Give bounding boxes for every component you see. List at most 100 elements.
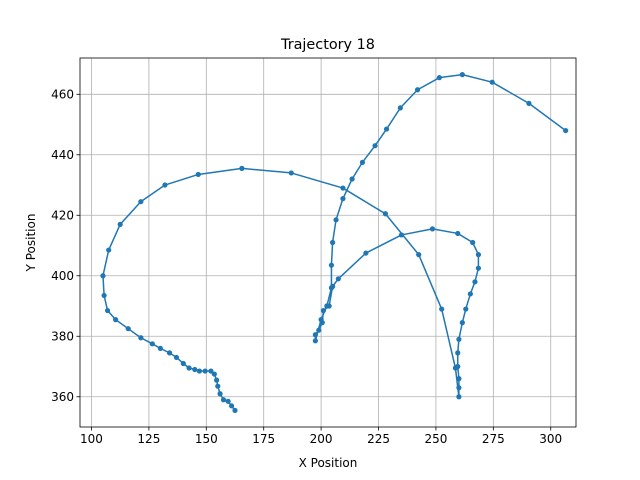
trajectory-point [335, 276, 341, 282]
trajectory-point [416, 252, 422, 258]
x-tick-label: 175 [252, 432, 275, 446]
x-tick-label: 275 [482, 432, 505, 446]
trajectory-point [162, 182, 168, 188]
trajectory-point [459, 320, 465, 326]
trajectory-point [215, 383, 221, 389]
x-tick-label: 125 [137, 432, 160, 446]
trajectory-point [166, 350, 173, 356]
trajectory-point [195, 171, 201, 178]
trajectory-point [316, 327, 322, 333]
trajectory-point [455, 350, 461, 356]
trajectory-point [225, 398, 231, 404]
grid-lines [80, 58, 576, 427]
trajectory-point [104, 307, 111, 314]
trajectory-point [214, 377, 220, 383]
x-tick-label: 250 [424, 432, 447, 446]
trajectory-point [467, 291, 473, 297]
trajectory-point [456, 376, 462, 382]
x-tick-label: 300 [539, 432, 562, 446]
trajectory-point [202, 368, 208, 374]
trajectory-point [455, 363, 461, 370]
trajectory-point [196, 368, 203, 374]
x-axis-ticks: 100 125 150 175 200 225 250 275 300 [80, 427, 562, 446]
trajectory-point [363, 250, 369, 256]
trajectory-point [359, 159, 366, 165]
trajectory-point [333, 217, 339, 223]
trajectory-point [475, 252, 482, 258]
trajectory-point [470, 239, 476, 246]
trajectory-point [382, 211, 389, 217]
trajectory-point [138, 199, 144, 205]
trajectory-point [217, 391, 223, 397]
trajectory-point [328, 285, 335, 291]
trajectory-point [563, 127, 569, 134]
trajectory-point [455, 230, 461, 237]
series-group [100, 72, 569, 413]
trajectory-point [117, 221, 123, 227]
x-tick-label: 200 [310, 432, 333, 446]
trajectory-point [173, 354, 180, 361]
trajectory-point [398, 232, 405, 238]
trajectory-point [232, 407, 238, 413]
trajectory-point [208, 368, 214, 374]
trajectory-point [329, 239, 336, 246]
trajectory-point [414, 87, 421, 93]
trajectory-point [192, 366, 198, 373]
y-tick-label: 440 [51, 148, 74, 162]
trajectory-point [138, 335, 144, 341]
trajectory-point [383, 126, 390, 132]
x-tick-label: 100 [80, 432, 103, 446]
trajectory-point [211, 371, 217, 377]
trajectory-point [318, 317, 324, 323]
plot-frame [79, 57, 577, 428]
trajectory-point [100, 273, 106, 279]
trajectory-point [472, 279, 478, 285]
trajectory-point [340, 196, 346, 202]
y-tick-label: 380 [51, 329, 74, 343]
trajectory-point [526, 100, 532, 106]
y-tick-label: 460 [51, 87, 74, 101]
trajectory-point [180, 360, 186, 367]
trajectory-point [439, 306, 445, 312]
y-tick-label: 360 [51, 390, 74, 404]
trajectory-point [157, 345, 163, 351]
trajectory-point [456, 336, 462, 342]
y-axis-ticks: 360 380 400 420 440 460 [51, 87, 80, 404]
trajectory-point [312, 332, 318, 338]
trajectory-point [340, 185, 346, 191]
trajectory-point [125, 326, 131, 332]
chart-title: Trajectory 18 [280, 37, 375, 53]
trajectory-point [397, 105, 403, 111]
y-axis-label: Y Position [24, 214, 38, 273]
trajectory-point [328, 262, 335, 268]
x-tick-label: 225 [367, 432, 390, 446]
y-tick-label: 420 [51, 208, 74, 222]
trajectory-point [349, 176, 355, 182]
trajectory-point [312, 338, 318, 344]
trajectory-point [112, 317, 119, 323]
trajectory-point [456, 394, 462, 400]
trajectory-point [436, 75, 442, 81]
trajectory-point [149, 341, 155, 347]
y-tick-label: 400 [51, 269, 74, 283]
trajectory-point [489, 79, 495, 85]
trajectory-point [186, 365, 192, 371]
trajectory-point [372, 143, 378, 149]
trajectory-point [456, 385, 462, 391]
trajectory-point [459, 72, 465, 78]
trajectory-point [101, 292, 107, 299]
x-axis-label: X Position [299, 456, 358, 470]
trajectory-point [106, 247, 112, 253]
trajectory-point [228, 403, 235, 409]
trajectory-point [220, 397, 227, 403]
trajectory-point [239, 165, 245, 171]
trajectory-point [475, 265, 482, 271]
x-tick-label: 150 [195, 432, 218, 446]
trajectory-point [324, 303, 330, 309]
trajectory-point [320, 307, 327, 314]
trajectory-point [429, 226, 436, 232]
trajectory-point [288, 170, 294, 176]
trajectory-point [463, 306, 469, 312]
